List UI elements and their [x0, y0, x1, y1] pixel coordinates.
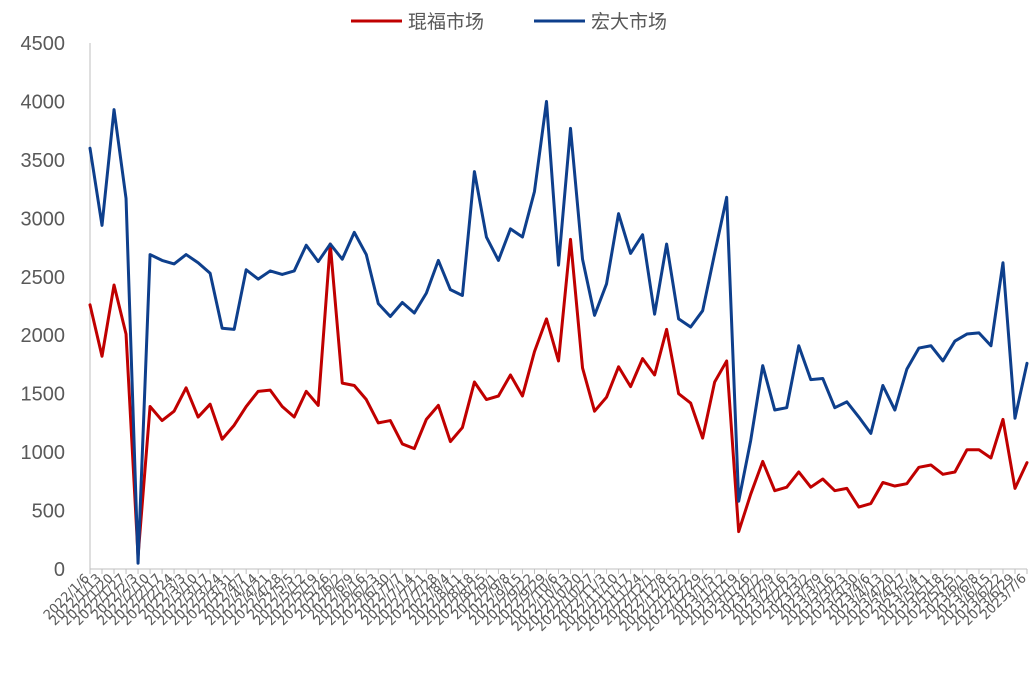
y-tick-label: 0	[54, 559, 65, 581]
y-tick-label: 3000	[21, 208, 66, 230]
x-axis-tickmarks	[89, 569, 1028, 574]
y-tick-label: 1500	[21, 384, 66, 406]
legend: 琨福市场 宏大市场	[351, 11, 667, 33]
y-tick-label: 2500	[21, 267, 66, 289]
series-line-2	[88, 99, 1029, 565]
y-tick-label: 3500	[21, 150, 66, 172]
y-tick-label: 1000	[21, 442, 66, 464]
x-axis-ticks: 2022/1/62022/1/132022/1/202022/1/272022/…	[41, 571, 1030, 635]
y-tick-label: 2000	[21, 325, 66, 347]
y-tick-label: 500	[32, 501, 65, 523]
y-axis-ticks: 0 500 1000 1500 2000 2500 3000 3500 4000 4500	[21, 33, 66, 581]
legend-label: 宏大市场	[591, 11, 667, 33]
legend-label: 琨福市场	[408, 11, 484, 33]
y-tick-label: 4500	[21, 33, 66, 55]
series-line-1	[88, 237, 1029, 558]
y-tick-label: 4000	[21, 91, 66, 113]
